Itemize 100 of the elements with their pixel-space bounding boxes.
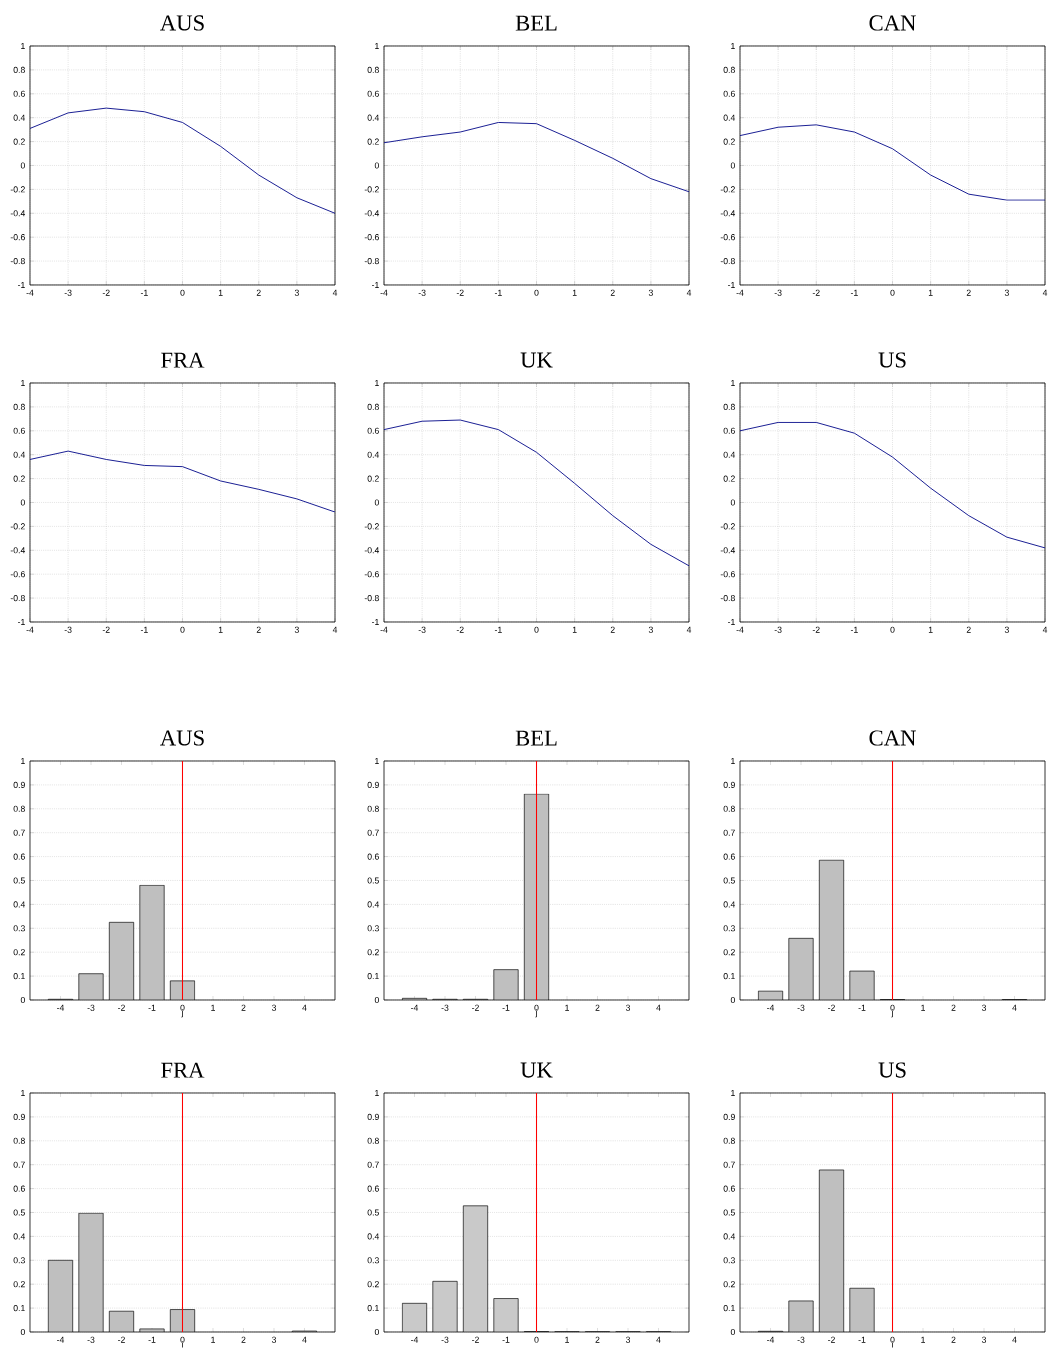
y-tick-label: -0.8	[720, 258, 735, 265]
y-tick-label: 0	[730, 162, 735, 169]
y-tick-label: -0.6	[364, 234, 379, 241]
x-tick-label: 1	[572, 626, 577, 633]
chart-title: CAN	[869, 730, 916, 746]
y-tick-label: 0.1	[367, 1305, 379, 1312]
x-tick-label: 1	[921, 1336, 925, 1343]
x-tick-label: 4	[1012, 1336, 1017, 1343]
y-tick-label: -0.8	[364, 258, 379, 265]
y-tick-label: 0.2	[13, 1281, 25, 1288]
y-tick-label: 1	[375, 380, 379, 386]
y-tick-label: -0.4	[364, 210, 380, 217]
chart-title: FRA	[161, 352, 205, 368]
x-tick-label: 0	[534, 1336, 539, 1343]
x-tick-label: 2	[256, 626, 261, 633]
x-tick-label: 3	[1004, 626, 1009, 633]
y-tick-label: 0.1	[13, 1305, 25, 1312]
y-tick-label: 0.9	[723, 781, 735, 788]
y-tick-label: 1	[21, 1090, 25, 1096]
y-tick-label: -0.2	[364, 523, 379, 530]
y-tick-label: 0.3	[367, 1257, 379, 1264]
y-tick-label: 0.6	[13, 427, 25, 434]
x-tick-label: -3	[87, 1336, 95, 1343]
x-tick-label: 4	[302, 1336, 307, 1343]
y-tick-label: 0.8	[13, 1137, 25, 1144]
y-tick-label: 1	[375, 1090, 379, 1096]
y-tick-label: -0.4	[364, 547, 380, 554]
y-tick-label: 0.9	[367, 781, 379, 788]
x-tick-label: 1	[218, 289, 223, 296]
y-tick-label: 0.6	[723, 427, 735, 434]
y-tick-label: 0.9	[723, 1113, 735, 1120]
y-tick-label: 0	[374, 996, 379, 1004]
x-tick-label: -3	[797, 1004, 805, 1011]
x-tick-label: -2	[472, 1004, 479, 1011]
x-tick-label: -2	[102, 289, 110, 296]
y-tick-label: 0.6	[367, 853, 379, 860]
y-tick-label: 0.6	[367, 427, 379, 434]
x-tick-label: -1	[148, 1336, 156, 1343]
x-tick-label: 3	[271, 1336, 277, 1343]
y-tick-label: 1	[21, 380, 25, 386]
x-tick-label: 0	[534, 1004, 539, 1011]
y-tick-label: 1	[21, 43, 25, 49]
x-axis-title: j	[535, 1009, 537, 1018]
x-tick-label: 0	[534, 626, 539, 633]
y-tick-label: -0.6	[10, 234, 25, 241]
x-axis-title: j	[891, 1009, 893, 1018]
x-tick-label: 4	[656, 1004, 661, 1011]
x-tick-label: -2	[456, 289, 464, 296]
y-tick-label: 0.2	[13, 138, 25, 145]
y-tick-label: 1	[731, 1090, 735, 1096]
x-tick-label: 1	[565, 1004, 569, 1011]
chart-title: AUS	[160, 15, 204, 31]
x-tick-label: -2	[118, 1336, 125, 1343]
x-tick-label: 3	[625, 1336, 631, 1343]
y-tick-label: 0.4	[723, 451, 736, 458]
x-axis-title: j	[181, 1009, 183, 1018]
x-tick-label: 2	[595, 1336, 600, 1343]
x-tick-label: 0	[890, 1004, 895, 1011]
x-tick-label: -2	[456, 626, 464, 633]
x-tick-label: -1	[858, 1004, 866, 1011]
y-tick-label: 0.8	[723, 805, 735, 812]
x-tick-label: 4	[1042, 289, 1048, 296]
x-tick-label: 1	[211, 1336, 215, 1343]
y-tick-label: -0.6	[364, 571, 379, 578]
x-tick-label: -1	[494, 626, 502, 633]
x-tick-label: -4	[411, 1336, 419, 1343]
y-tick-label: 0	[20, 499, 25, 506]
x-tick-label: 0	[180, 626, 185, 633]
y-tick-label: 0.1	[723, 1305, 735, 1312]
x-tick-label: -3	[441, 1336, 449, 1343]
y-tick-label: 0.8	[13, 66, 25, 73]
x-tick-label: -2	[828, 1336, 835, 1343]
x-tick-label: 4	[302, 1004, 307, 1011]
y-tick-label: 0.8	[13, 805, 25, 812]
y-tick-label: 0.2	[723, 1281, 735, 1288]
chart-title: UK	[520, 352, 553, 368]
x-tick-label: -1	[494, 289, 502, 296]
x-tick-label: -1	[850, 289, 858, 296]
y-tick-label: 0.3	[723, 1257, 735, 1264]
chart-title: UK	[520, 1062, 553, 1078]
x-tick-label: -4	[767, 1004, 775, 1011]
y-tick-label: 0.4	[367, 451, 380, 458]
x-tick-label: 1	[211, 1004, 215, 1011]
y-tick-label: 0.4	[367, 114, 380, 121]
y-tick-label: 0.8	[723, 1137, 735, 1144]
y-tick-label: 0.5	[723, 1209, 735, 1216]
x-tick-label: -4	[57, 1336, 65, 1343]
x-tick-label: -4	[736, 289, 744, 296]
y-tick-label: 0.2	[723, 949, 735, 956]
y-tick-label: -0.8	[10, 258, 25, 265]
y-tick-label: -0.4	[10, 547, 26, 554]
y-tick-label: -0.8	[10, 595, 25, 602]
x-tick-label: 0	[180, 1004, 185, 1011]
y-tick-label: 0.4	[13, 1233, 26, 1240]
x-tick-label: -4	[736, 626, 744, 633]
x-tick-label: -1	[140, 626, 148, 633]
x-tick-label: 2	[966, 289, 971, 296]
x-tick-label: -1	[148, 1004, 156, 1011]
x-tick-label: 3	[981, 1336, 987, 1343]
x-tick-label: 3	[1004, 289, 1009, 296]
